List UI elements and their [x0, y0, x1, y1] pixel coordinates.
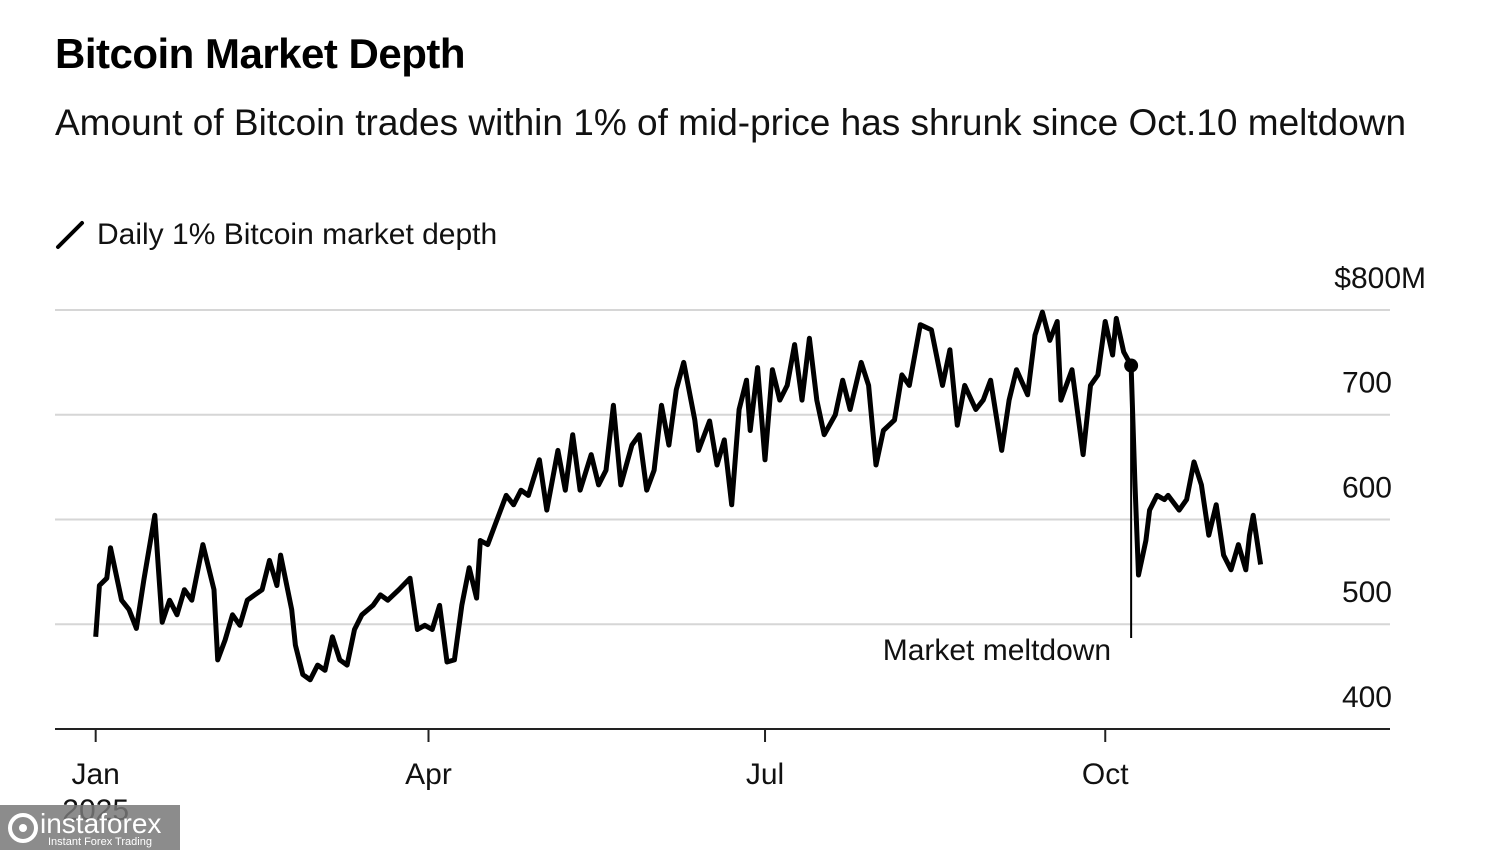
watermark-text: instaforex — [40, 808, 162, 839]
y-tick-label: 600 — [1342, 471, 1392, 504]
y-tick-label: $800M — [1334, 262, 1426, 295]
annotation-text: Market meltdown — [883, 634, 1111, 667]
watermark-tagline: Instant Forex Trading — [48, 836, 152, 848]
x-tick-label: Jul — [746, 758, 784, 791]
x-tick-label: Apr — [405, 758, 452, 791]
chart-subtitle: Amount of Bitcoin trades within 1% of mi… — [55, 102, 1407, 143]
y-tick-label: 700 — [1342, 367, 1392, 400]
watermark: instaforex Instant Forex Trading — [0, 805, 180, 850]
annotation-marker — [1124, 358, 1139, 373]
x-tick-label: Jan — [71, 758, 119, 791]
watermark-logo — [8, 813, 38, 843]
legend: Daily 1% Bitcoin market depth — [55, 218, 497, 252]
chart-title: Bitcoin Market Depth — [55, 30, 466, 77]
x-tick-label: Oct — [1082, 758, 1129, 791]
series-line — [93, 309, 1264, 683]
y-tick-label: 400 — [1342, 681, 1392, 714]
legend-swatch — [56, 221, 84, 249]
legend-label: Daily 1% Bitcoin market depth — [97, 218, 498, 251]
y-tick-label: 500 — [1342, 576, 1392, 609]
